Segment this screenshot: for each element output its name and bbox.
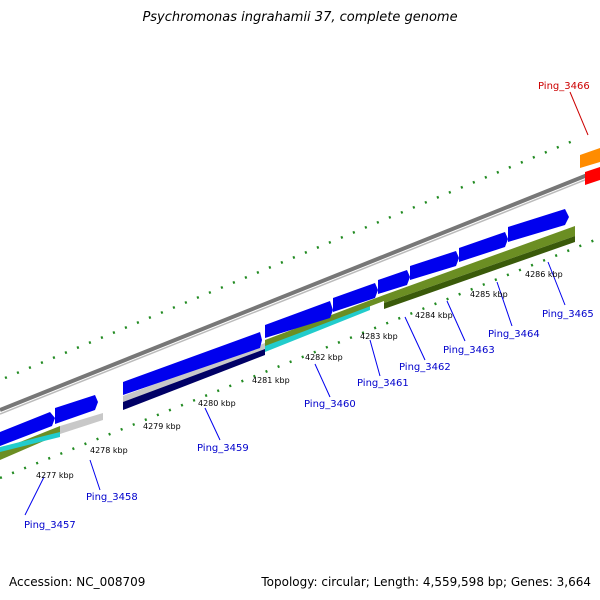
tick-label: 4284 kbp xyxy=(415,311,453,320)
genome-summary-label: Topology: circular; Length: 4,559,598 bp… xyxy=(261,575,591,589)
highlighted-gene[interactable] xyxy=(580,148,600,185)
gene-arrow[interactable] xyxy=(459,232,508,262)
gene-label[interactable]: Ping_3465 xyxy=(542,309,594,320)
gene-track xyxy=(0,209,569,446)
gene-arrow[interactable] xyxy=(55,395,98,424)
gene-arrow[interactable] xyxy=(0,412,55,446)
tick-label: 4283 kbp xyxy=(360,332,398,341)
gene-arrow[interactable] xyxy=(378,270,410,294)
tick-label: 4282 kbp xyxy=(305,353,343,362)
gene-label[interactable]: Ping_3466 xyxy=(538,81,590,92)
tick-label: 4281 kbp xyxy=(252,376,290,385)
gc-bar-olive-dark xyxy=(384,236,575,309)
gene-arrow[interactable] xyxy=(333,283,378,312)
tick-labels: 4277 kbp 4278 kbp 4279 kbp 4280 kbp 4281 kbp… xyxy=(36,270,563,480)
gene-label[interactable]: Ping_3463 xyxy=(443,345,495,356)
gene-labels: Ping_3457Ping_3458Ping_3459Ping_3460Ping… xyxy=(24,81,594,531)
genome-backbone xyxy=(0,168,600,415)
gene-label[interactable]: Ping_3457 xyxy=(24,520,76,531)
map-title: Psychromonas ingrahamii 37, complete gen… xyxy=(142,10,458,25)
tick-label: 4279 kbp xyxy=(143,422,181,431)
highlight-orange-bar xyxy=(580,148,600,168)
tick-label: 4277 kbp xyxy=(36,471,74,480)
leader-lines xyxy=(24,91,589,516)
tick-label: 4280 kbp xyxy=(198,399,236,408)
gene-label[interactable]: Ping_3460 xyxy=(304,399,356,410)
gene-label[interactable]: Ping_3459 xyxy=(197,443,249,454)
gene-label[interactable]: Ping_3458 xyxy=(86,492,138,503)
accession-label: Accession: NC_008709 xyxy=(9,575,146,589)
gc-bar-olive-2 xyxy=(384,226,575,303)
gc-bar-left-cyan xyxy=(0,432,60,452)
gc-bar-grey-1 xyxy=(60,413,103,434)
gc-content-track xyxy=(0,226,575,460)
tick-label: 4278 kbp xyxy=(90,446,128,455)
inner-dotted-ruler xyxy=(0,236,600,480)
gene-arrow[interactable] xyxy=(410,251,459,280)
highlight-red-bar xyxy=(585,167,600,185)
gene-label[interactable]: Ping_3464 xyxy=(488,329,540,340)
tick-label: 4286 kbp xyxy=(525,270,563,279)
gene-arrow[interactable] xyxy=(123,332,262,395)
gc-bar-navy xyxy=(123,347,265,410)
gc-bar-olive-1 xyxy=(265,295,384,346)
tick-label: 4285 kbp xyxy=(470,290,508,299)
gene-arrow[interactable] xyxy=(265,301,333,338)
gene-label[interactable]: Ping_3462 xyxy=(399,362,451,373)
gene-label[interactable]: Ping_3461 xyxy=(357,378,409,389)
gene-arrow[interactable] xyxy=(508,209,569,242)
